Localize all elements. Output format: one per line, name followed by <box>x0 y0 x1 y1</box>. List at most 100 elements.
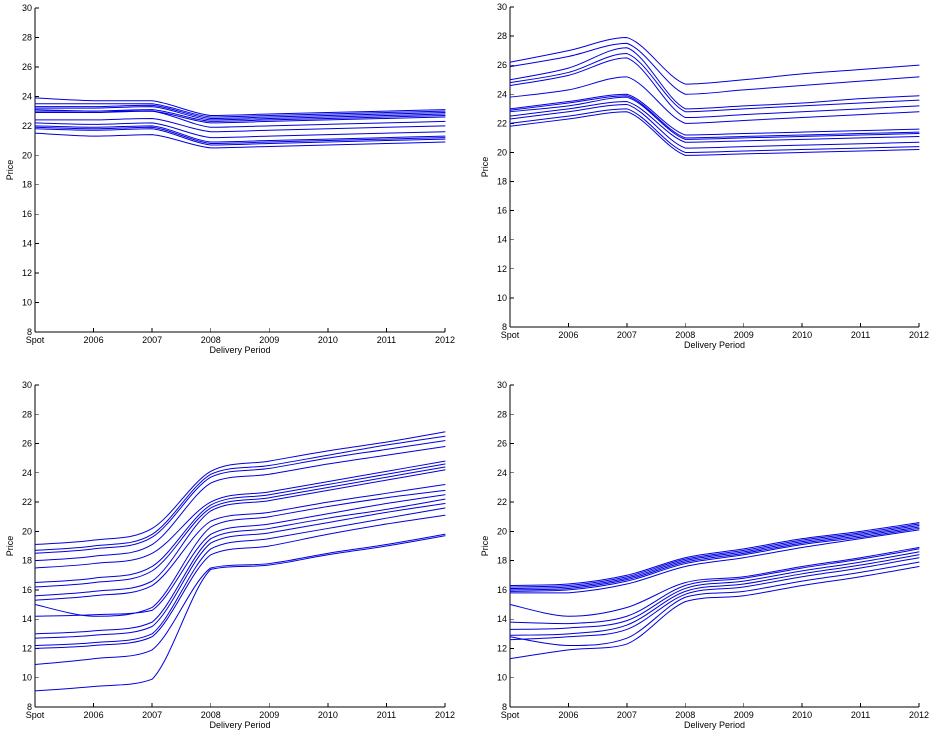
price-curve-2 <box>509 42 920 95</box>
y-tick-label: 14 <box>22 239 32 249</box>
y-tick-label: 18 <box>22 180 32 190</box>
y-tick-label: 8 <box>502 702 507 712</box>
x-tick-label: 2008 <box>201 710 221 720</box>
y-tick-label: 24 <box>497 468 507 478</box>
price-chart-bottom-left: 8 10 12 14 16 18 20 22 24 26 28 30 Spot 2006 2007 2008 2… <box>5 380 455 730</box>
y-tick-label: 20 <box>497 147 507 157</box>
y-tick-label: 10 <box>22 298 32 308</box>
y-tick-label: 16 <box>497 585 507 595</box>
price-curve-15 <box>34 514 446 649</box>
price-curve-13 <box>34 132 446 149</box>
price-curve-14 <box>34 507 446 647</box>
x-tick-label: 2007 <box>142 335 162 345</box>
y-tick-label: 30 <box>497 2 507 12</box>
y-tick-label: 26 <box>497 439 507 449</box>
price-curve-3 <box>509 47 920 110</box>
price-curve-5 <box>34 460 446 569</box>
price-curve-8 <box>509 95 920 139</box>
y-tick-label: 28 <box>22 32 32 42</box>
price-curve-7 <box>509 93 920 136</box>
price-curve-11 <box>34 126 446 144</box>
x-tick-label: 2012 <box>909 330 929 340</box>
x-tick-label: 2008 <box>675 330 695 340</box>
price-curve-11 <box>509 103 920 149</box>
x-tick-label: 2006 <box>84 335 104 345</box>
y-tick-label: 20 <box>22 150 32 160</box>
price-curve-3 <box>34 104 446 119</box>
x-tick-label: 2009 <box>734 710 754 720</box>
price-curve-11 <box>509 557 920 641</box>
x-tick-label: 2011 <box>851 330 870 340</box>
x-tick-label: 2010 <box>318 710 338 720</box>
x-axis-label: Delivery Period <box>209 345 270 355</box>
y-tick-label: 12 <box>22 643 32 653</box>
y-tick-label: 14 <box>22 614 32 624</box>
price-curve-4 <box>509 526 920 591</box>
price-curve-10 <box>34 125 446 143</box>
price-curve-4 <box>34 106 446 121</box>
x-tick-label: Spot <box>26 335 45 345</box>
x-tick-label: 2007 <box>617 710 637 720</box>
price-curve-8 <box>34 117 446 133</box>
price-curve-11 <box>34 494 446 617</box>
price-curve-2 <box>509 523 920 588</box>
y-tick-label: 10 <box>497 293 507 303</box>
y-tick-label: 18 <box>22 556 32 566</box>
price-curve-6 <box>509 76 920 124</box>
price-curve-10 <box>509 554 920 636</box>
x-tick-label: 2009 <box>259 335 279 345</box>
price-curve-12 <box>509 561 920 647</box>
price-curve-9 <box>509 96 920 140</box>
price-curve-17 <box>34 535 446 692</box>
price-curve-1 <box>34 97 446 117</box>
y-tick-label: 12 <box>497 643 507 653</box>
y-tick-label: 22 <box>22 497 32 507</box>
price-curve-5 <box>509 527 920 592</box>
price-curve-13 <box>509 111 920 156</box>
x-tick-label: 2012 <box>909 710 929 720</box>
price-curve-9 <box>509 551 920 630</box>
x-tick-label: Spot <box>26 710 45 720</box>
price-chart-top-left: 8 10 12 14 16 18 20 22 24 26 28 30 Spot 2006 2007 2008 2… <box>5 3 455 355</box>
y-axis-label: Price <box>480 157 490 178</box>
y-tick-label: 8 <box>27 327 32 337</box>
x-tick-label: 2006 <box>558 330 578 340</box>
x-tick-label: 2011 <box>377 335 396 345</box>
y-tick-label: 22 <box>22 121 32 131</box>
y-tick-label: 22 <box>497 118 507 128</box>
x-tick-label: 2008 <box>675 710 695 720</box>
x-tick-label: 2009 <box>259 710 279 720</box>
price-curve-3 <box>509 525 920 589</box>
y-tick-label: 30 <box>22 380 32 390</box>
x-tick-label: 2007 <box>142 710 162 720</box>
y-tick-label: 16 <box>22 209 32 219</box>
y-tick-label: 20 <box>22 526 32 536</box>
price-curve-6 <box>34 463 446 584</box>
price-curve-13 <box>34 503 446 639</box>
x-tick-label: 2011 <box>851 710 870 720</box>
price-curve-13 <box>509 565 920 660</box>
price-curve-16 <box>34 533 446 666</box>
price-chart-bottom-right: 8 10 12 14 16 18 20 22 24 26 28 30 Spot 2006 2007 2008 2… <box>480 380 929 730</box>
y-tick-label: 18 <box>497 177 507 187</box>
y-tick-label: 22 <box>497 497 507 507</box>
x-tick-label: 2009 <box>734 330 754 340</box>
y-tick-label: 12 <box>22 268 32 278</box>
y-tick-label: 16 <box>22 585 32 595</box>
x-tick-label: 2012 <box>435 335 455 345</box>
y-tick-label: 8 <box>27 702 32 712</box>
y-tick-label: 12 <box>497 264 507 274</box>
y-tick-label: 30 <box>497 380 507 390</box>
price-curve-9 <box>34 122 446 139</box>
y-tick-label: 26 <box>22 439 32 449</box>
price-curve-1 <box>34 431 446 546</box>
price-curve-2 <box>34 435 446 551</box>
x-tick-label: Spot <box>501 710 520 720</box>
x-tick-label: 2007 <box>617 330 637 340</box>
y-tick-label: 28 <box>22 409 32 419</box>
y-tick-label: 26 <box>497 60 507 70</box>
price-curve-6 <box>509 529 920 594</box>
y-tick-label: 10 <box>497 673 507 683</box>
price-curve-8 <box>34 469 446 597</box>
